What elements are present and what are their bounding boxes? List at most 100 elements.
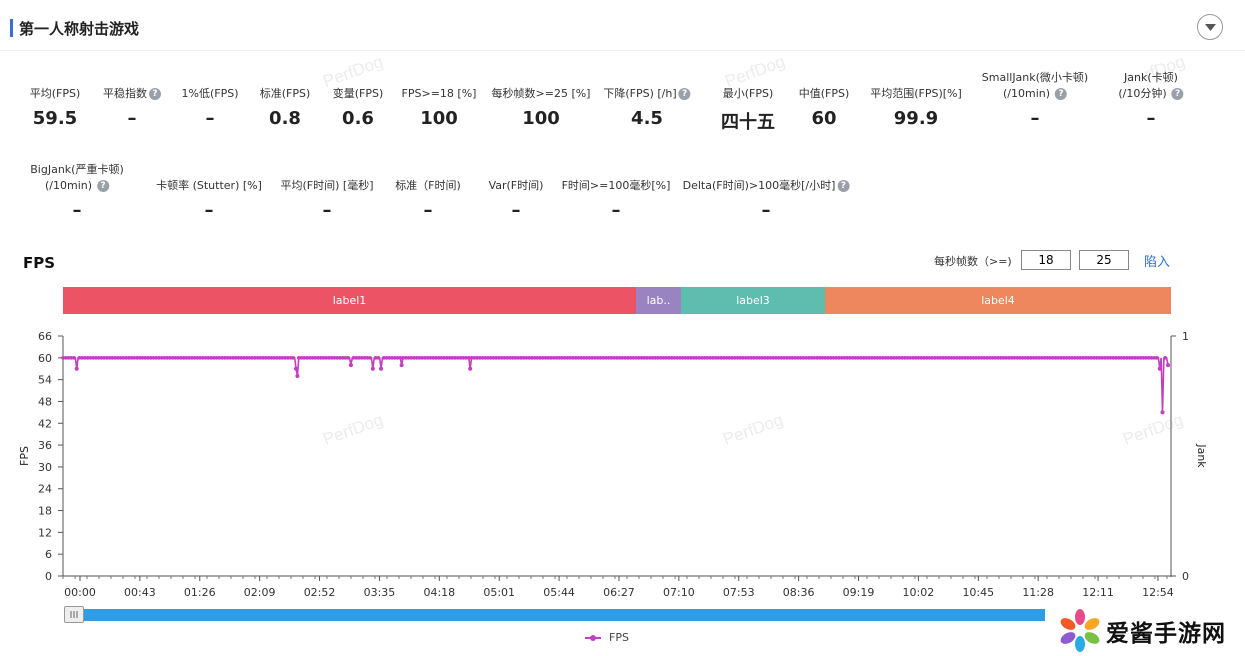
y2-tick-label: 0 [1182,570,1189,583]
help-icon[interactable]: ? [149,88,161,100]
fps-point [642,356,647,360]
fps-point [1083,356,1088,360]
fps-point [1056,356,1061,360]
fps-point [919,356,924,360]
label-segment-4[interactable]: label4 [825,287,1171,314]
fps-point [157,356,161,360]
label-segment-2[interactable]: lab.. [636,287,681,314]
x-tick-label: 11:28 [1022,586,1054,599]
fps-point [1064,356,1069,360]
stat-r2-3: 标准（F时间) – [395,178,461,221]
threshold-input-1[interactable] [1021,250,1071,270]
legend-label: FPS [609,631,629,644]
threshold-input-2[interactable] [1079,250,1129,270]
fps-point [798,356,803,360]
help-icon[interactable]: ? [1055,88,1068,100]
fps-point [1004,356,1009,360]
chart-legend[interactable]: FPS [585,631,629,644]
fps-point [313,356,318,360]
fps-point [239,356,244,360]
fps-point [963,356,967,360]
fps-point [1122,356,1126,360]
fps-point [702,356,707,360]
fps-point [686,356,690,360]
fps-point [828,356,833,360]
header-bar: 第一人称射击游戏 [0,0,1245,51]
help-icon[interactable]: ? [837,180,850,192]
fps-point [1125,356,1129,360]
fps-point [656,356,660,360]
stat-label-text: 平均范围(FPS)[%] [870,87,962,100]
fps-point [1009,356,1014,360]
fps-point [266,356,271,360]
fps-point [571,356,575,360]
fps-point [181,356,186,360]
fps-point [225,356,230,360]
fps-point [480,356,485,360]
y2-tick-label: 1 [1182,330,1189,343]
label-segment-3[interactable]: label3 [681,287,825,314]
fps-point [220,356,224,360]
fps-point [719,356,723,360]
fps-point [1001,356,1006,360]
stat-value: 0.6 [342,108,374,129]
fps-point [445,356,449,360]
fps-point [634,356,638,360]
fps-point [198,356,202,360]
fps-point [658,356,663,360]
fps-point [820,356,825,360]
fps-point [987,356,992,360]
fps-point [154,356,159,360]
x-tick-label: 09:19 [843,586,875,599]
fps-point [1100,356,1104,360]
collapse-button[interactable] [1197,14,1223,40]
fps-point [922,356,926,360]
fps-point [930,356,934,360]
help-icon[interactable]: ? [97,180,110,192]
fps-point [1111,356,1115,360]
help-icon[interactable]: ? [678,88,691,100]
fps-point [321,356,326,360]
fps-point [968,356,973,360]
scrollbar-handle[interactable] [64,606,84,623]
fps-dip-point [468,366,473,371]
x-tick-label: 10:02 [903,586,935,599]
stat-r2-4: Var(F时间) – [489,178,544,221]
fps-point [938,356,943,360]
fps-point [1138,356,1143,360]
timeline-scrollbar[interactable] [65,609,1045,621]
fps-point [817,356,822,360]
fps-point [228,356,233,360]
x-tick-label: 07:53 [723,586,755,599]
fps-point [414,356,419,360]
fps-point [80,356,84,360]
fps-point [584,356,589,360]
x-tick-label: 06:27 [603,586,635,599]
apply-threshold-link[interactable]: 陷入 [1144,255,1171,270]
label-segment-1[interactable]: label1 [63,287,636,314]
help-icon[interactable]: ? [1171,88,1184,100]
stat-r1-2: 1%低(FPS) – [182,86,239,129]
y-tick-label: 0 [45,570,52,583]
x-tick-label: 00:43 [124,586,156,599]
fps-point [354,356,359,360]
fps-point [1031,356,1036,360]
fps-point [387,356,392,360]
stat-r1-12: Jank(卡顿) (/10分钟)? – [1118,70,1184,129]
fps-point [1157,366,1162,371]
fps-point [637,356,641,360]
fps-point [826,356,830,360]
fps-point [1152,356,1157,360]
fps-point [845,356,849,360]
fps-dip-point [294,366,299,371]
fps-point [475,356,479,360]
fps-point [881,356,885,360]
stat-value: 100 [420,108,458,129]
fps-point [233,356,238,360]
fps-point [667,356,671,360]
fps-point [672,356,677,360]
fps-point [1141,356,1146,360]
fps-point [176,356,180,360]
fps-point [329,356,334,360]
fps-point [678,356,682,360]
